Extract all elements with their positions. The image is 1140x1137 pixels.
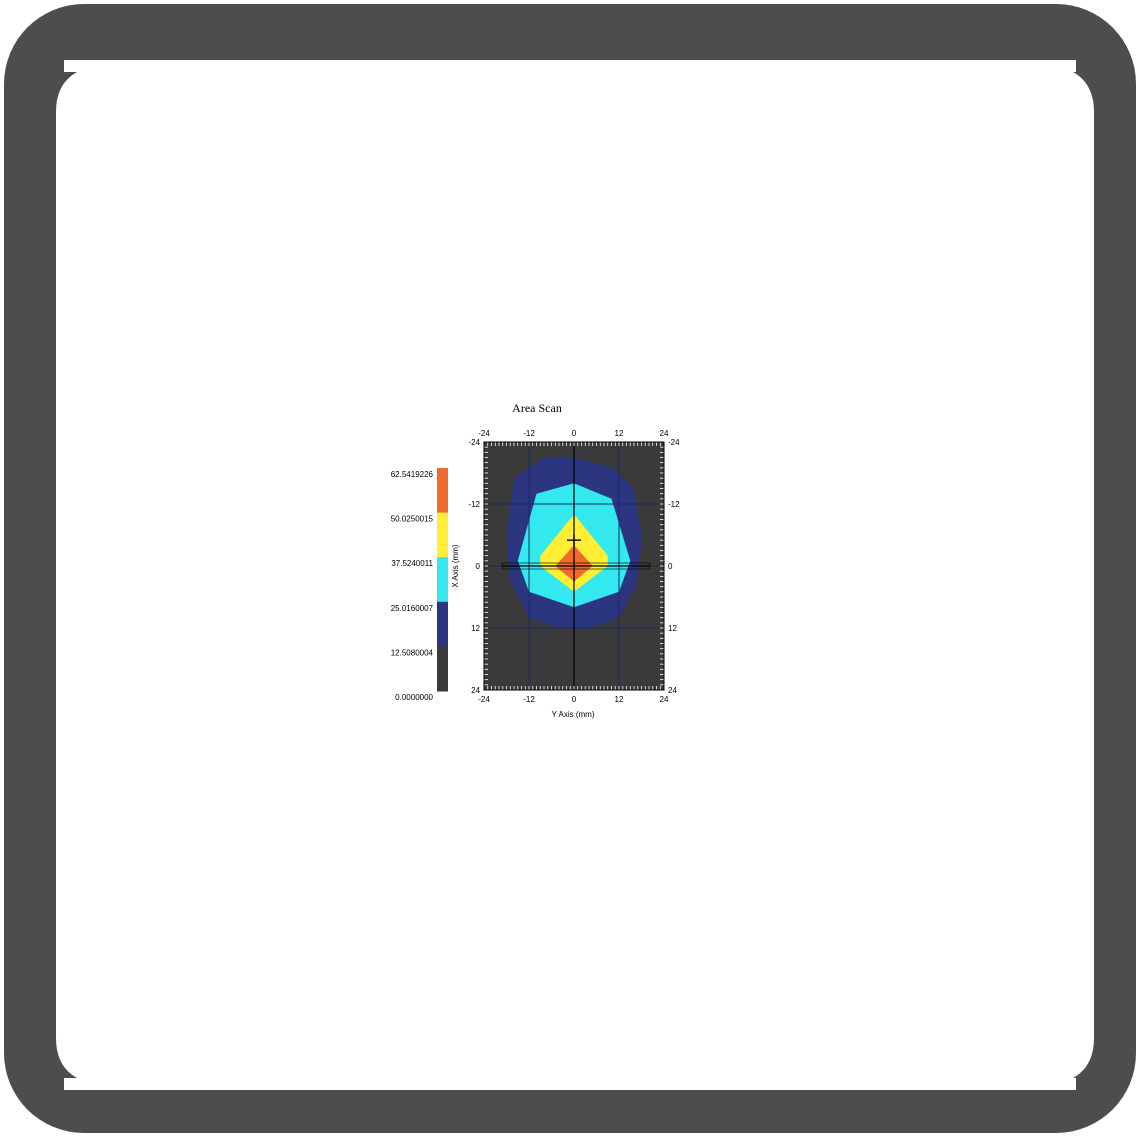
colorbar-segment (437, 646, 448, 692)
plot-area (483, 441, 665, 691)
y-tick-label-left: -12 (468, 500, 480, 509)
y-tick-label-right: -12 (668, 500, 680, 509)
colorbar-label: 25.0160007 (391, 604, 434, 613)
colorbar-segment (437, 512, 448, 558)
colorbar-segment (437, 601, 448, 647)
y-tick-label-left: 12 (471, 624, 480, 633)
y-axis-label: X Axis (mm) (451, 544, 460, 587)
x-axis-label: Y Axis (mm) (552, 710, 595, 719)
colorbar: 62.5419226 50.0250015 37.5240011 25.0160007… (391, 468, 448, 702)
x-tick-label-top: 12 (615, 429, 624, 438)
y-tick-label-left: 0 (476, 562, 481, 571)
y-tick-label-right: -24 (668, 438, 680, 447)
x-tick-label-top: 0 (572, 429, 577, 438)
colorbar-segment (437, 468, 448, 514)
peak-marker (567, 534, 581, 547)
colorbar-label: 50.0250015 (391, 515, 434, 524)
colorbar-label: 37.5240011 (391, 559, 433, 568)
y-tick-label-right: 12 (668, 624, 677, 633)
frame-notch (64, 1078, 1076, 1090)
x-tick-label-top: 24 (660, 429, 669, 438)
tick-marks (483, 441, 665, 691)
x-tick-label-bottom: 12 (615, 695, 624, 704)
x-tick-label-top: -12 (523, 429, 535, 438)
y-tick-label-left: 24 (471, 686, 480, 695)
colorbar-segment (437, 557, 448, 603)
x-tick-label-top: -24 (478, 429, 490, 438)
colorbar-label: 12.5080004 (391, 648, 434, 657)
x-tick-label-bottom: 24 (660, 695, 669, 704)
frame-notch (64, 60, 1076, 72)
y-tick-label-left: -24 (468, 438, 480, 447)
x-tick-label-bottom: 0 (572, 695, 577, 704)
center-band (501, 562, 651, 570)
x-tick-label-bottom: -24 (478, 695, 490, 704)
colorbar-label: 62.5419226 (391, 470, 434, 479)
plot-border (483, 441, 665, 691)
x-tick-label-bottom: -12 (523, 695, 535, 704)
y-tick-label-right: 0 (668, 562, 673, 571)
chart-title: Area Scan (512, 401, 562, 415)
y-tick-label-right: 24 (668, 686, 677, 695)
colorbar-label: 0.0000000 (395, 693, 433, 702)
grid (484, 442, 664, 690)
